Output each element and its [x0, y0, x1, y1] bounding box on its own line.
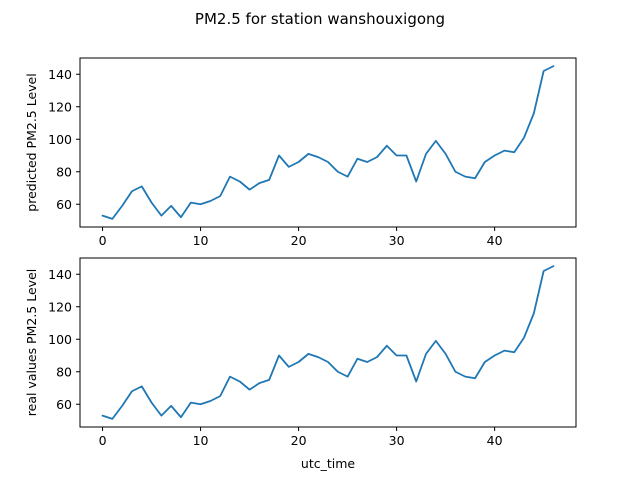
- figure-title: PM2.5 for station wanshouxigong: [195, 10, 445, 28]
- predicted-y-tick-label: 120: [48, 99, 72, 114]
- real-values-y-tick-label: 120: [48, 299, 72, 314]
- real-values-plot-frame: [79, 257, 577, 428]
- real-values-x-tick-label: 20: [291, 433, 307, 448]
- real-values-subplot: 0 10 20 30 40 60 80 100 120 140 real values PM2.…: [24, 257, 577, 471]
- real-values-x-tick-label: 0: [99, 433, 107, 448]
- real-values-y-tick-label: 60: [56, 397, 72, 412]
- predicted-x-tick-label: 40: [487, 233, 503, 248]
- real-values-x-ticks: 0 10 20 30 40: [99, 427, 503, 448]
- real-values-y-tick-label: 140: [48, 267, 72, 282]
- real-values-x-tick-label: 40: [487, 433, 503, 448]
- predicted-x-tick-label: 20: [291, 233, 307, 248]
- predicted-y-axis-label: predicted PM2.5 Level: [24, 73, 39, 211]
- predicted-x-ticks: 0 10 20 30 40: [99, 227, 503, 248]
- real-values-y-tick-label: 100: [48, 332, 72, 347]
- x-axis-label: utc_time: [301, 456, 355, 471]
- real-values-y-tick-label: 80: [56, 364, 72, 379]
- real-values-x-tick-label: 30: [389, 433, 405, 448]
- predicted-x-tick-label: 0: [99, 233, 107, 248]
- predicted-series-line: [101, 65, 555, 220]
- predicted-subplot: 0 10 20 30 40 60 80 100 120 140 predicted PM2.5 …: [24, 57, 577, 248]
- predicted-x-tick-label: 30: [389, 233, 405, 248]
- real-values-series-line: [101, 265, 555, 420]
- predicted-plot-frame: [79, 57, 577, 228]
- predicted-x-tick-label: 10: [193, 233, 209, 248]
- predicted-y-tick-label: 60: [56, 197, 72, 212]
- real-values-x-tick-label: 10: [193, 433, 209, 448]
- real-values-y-ticks: 60 80 100 120 140: [48, 267, 80, 412]
- predicted-y-tick-label: 80: [56, 164, 72, 179]
- real-values-y-axis-label: real values PM2.5 Level: [24, 269, 39, 416]
- predicted-y-tick-label: 140: [48, 67, 72, 82]
- predicted-y-tick-label: 100: [48, 132, 72, 147]
- predicted-y-ticks: 60 80 100 120 140: [48, 67, 80, 212]
